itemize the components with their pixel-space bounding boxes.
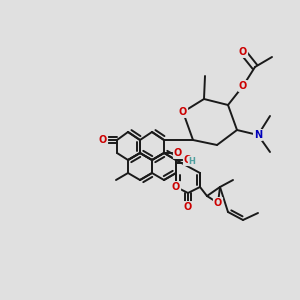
- Text: O: O: [239, 47, 247, 57]
- Text: O: O: [179, 107, 187, 117]
- Text: O: O: [172, 182, 180, 192]
- Text: H: H: [189, 157, 195, 166]
- Text: O: O: [99, 135, 107, 145]
- Text: N: N: [254, 130, 262, 140]
- Text: O: O: [174, 148, 182, 158]
- Text: O: O: [184, 202, 192, 212]
- Text: O: O: [214, 198, 222, 208]
- Text: O: O: [184, 155, 192, 165]
- Text: O: O: [239, 81, 247, 91]
